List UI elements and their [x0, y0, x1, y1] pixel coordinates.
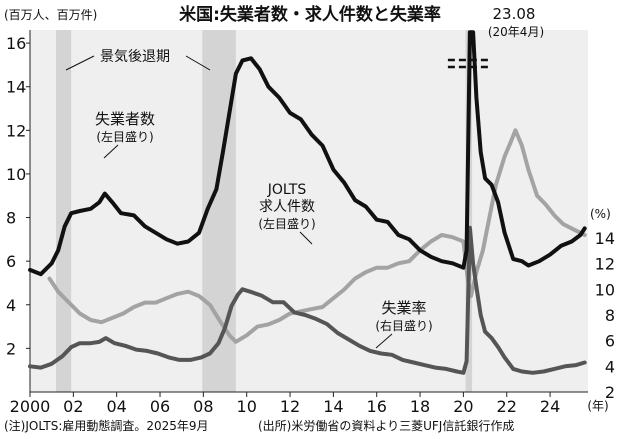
series-leader-unemployed [103, 144, 119, 159]
x-tick-label-20: 20 [453, 397, 473, 416]
series-line-3 [28, 225, 587, 375]
right-tick-label-8: 8 [605, 306, 615, 325]
x-tick-label-06: 06 [150, 397, 170, 416]
right-axis-unit: (%) [590, 207, 611, 221]
recession-leader-2 [185, 55, 211, 71]
left-tick-label-4: 4 [6, 296, 16, 315]
footnote-source: (出所)米労働省の資料より三菱UFJ信託銀行作成 [258, 418, 514, 433]
series-leader-rate [375, 333, 393, 349]
left-tick-label-6: 6 [6, 252, 16, 271]
chart-title: 米国:失業者数・求人件数と失業率 [179, 4, 441, 25]
right-tick-label-6: 6 [605, 332, 615, 351]
right-tick-label-4: 4 [605, 357, 615, 376]
x-tick-label-14: 14 [323, 397, 343, 416]
series-line-1 [28, 30, 587, 277]
series-line-2 [47, 128, 587, 344]
x-tick-label-2000: 2000 [10, 397, 51, 416]
series-sublabel-unemployed: (左目盛り) [96, 129, 153, 144]
footnote-note: (注)JOLTS:雇用動態調査。2025年9月 [4, 418, 209, 433]
peak-date-label: (20年4月) [488, 25, 544, 39]
series-label-jolts-1: JOLTS [267, 182, 307, 198]
right-tick-label-14: 14 [595, 229, 615, 248]
x-tick-label-24: 24 [540, 397, 560, 416]
x-tick-label-10: 10 [237, 397, 257, 416]
left-tick-label-10: 10 [6, 165, 26, 184]
left-axis-unit: (百万人、百万件) [4, 8, 97, 22]
x-axis-unit: (年) [587, 399, 608, 413]
x-tick-label-22: 22 [497, 397, 517, 416]
plot-background [30, 30, 588, 392]
x-tick-label-12: 12 [280, 397, 300, 416]
x-tick-label-02: 02 [63, 397, 83, 416]
left-tick-label-14: 14 [6, 78, 26, 97]
series-label-unemployed: 失業者数 [95, 110, 155, 128]
left-tick-label-2: 2 [6, 339, 16, 358]
x-tick-label-16: 16 [367, 397, 387, 416]
recession-label: 景気後退期 [100, 49, 170, 65]
recession-leader-1 [65, 55, 95, 71]
series-label-rate: 失業率 [381, 299, 426, 317]
recession-band-1 [56, 30, 72, 392]
left-tick-label-8: 8 [6, 209, 16, 228]
series-label-jolts-2: 求人件数 [259, 199, 315, 215]
right-tick-label-12: 12 [595, 255, 615, 274]
series-sublabel-jolts: (左目盛り) [258, 216, 315, 231]
peak-value-label: 23.08 [493, 5, 536, 23]
left-tick-label-12: 12 [6, 121, 26, 140]
left-tick-label-16: 16 [6, 34, 26, 53]
x-tick-label-18: 18 [410, 397, 430, 416]
x-tick-label-08: 08 [193, 397, 213, 416]
x-tick-label-04: 04 [106, 397, 126, 416]
right-tick-label-10: 10 [595, 280, 615, 299]
right-tick-label-2: 2 [605, 383, 615, 402]
series-sublabel-rate: (右目盛り) [375, 318, 432, 333]
series-leader-jolts [299, 231, 313, 245]
